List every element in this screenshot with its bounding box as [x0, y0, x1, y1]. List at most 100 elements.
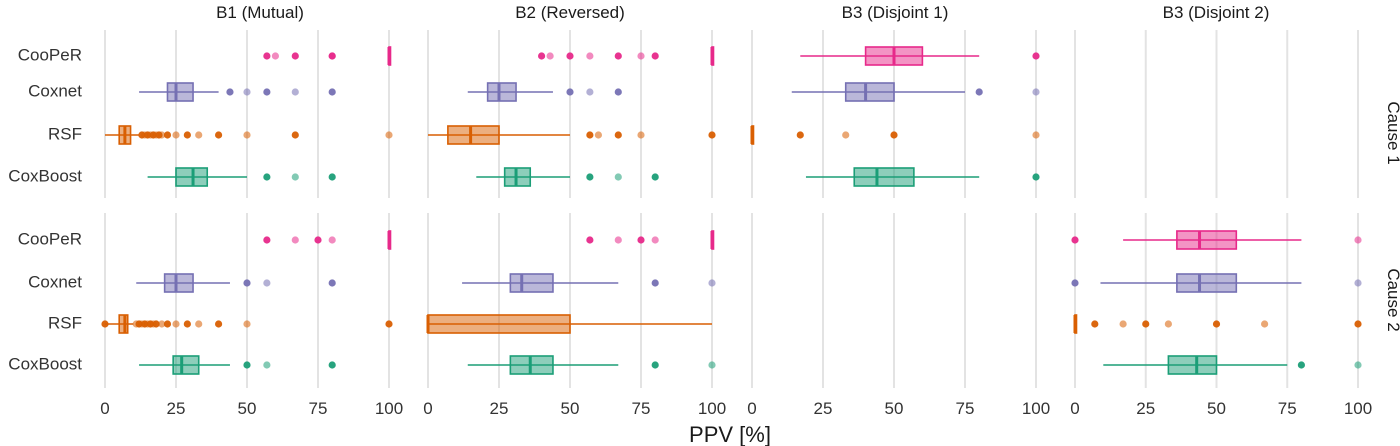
panel-title-1: B1 (Mutual) — [216, 3, 304, 22]
outlier-point — [183, 320, 191, 328]
outlier-point — [1091, 320, 1099, 328]
outlier-point — [566, 88, 574, 96]
outlier-point — [385, 131, 393, 139]
x-tick-label-p2-0: 0 — [423, 399, 432, 418]
x-tick-label-p4-75: 75 — [1278, 399, 1297, 418]
x-tick-label-p1-75: 75 — [309, 399, 328, 418]
outlier-point — [538, 52, 546, 60]
box-coxboost-p1-r2 — [139, 355, 336, 375]
outlier-point — [796, 131, 804, 139]
x-tick-label-p2-75: 75 — [632, 399, 651, 418]
x-tick-label-p3-50: 50 — [885, 399, 904, 418]
box-coxnet-p1-r2 — [136, 273, 336, 293]
box-coxboost-p3-r1 — [805, 167, 1040, 187]
outlier-point — [1261, 320, 1269, 328]
method-label-rsf-2: RSF — [48, 313, 82, 332]
outlier-point — [328, 279, 336, 287]
outlier-point — [243, 279, 251, 287]
outlier-point — [1297, 361, 1305, 369]
outlier-point — [328, 236, 336, 244]
method-label-coxboost-2: CoxBoost — [8, 354, 82, 373]
outlier-point — [614, 88, 622, 96]
panel-title-4: B3 (Disjoint 2) — [1163, 3, 1270, 22]
outlier-point — [328, 52, 336, 60]
outlier-point — [586, 236, 594, 244]
iqr-box — [509, 273, 554, 293]
boxes — [101, 46, 1362, 375]
outlier-point — [651, 236, 659, 244]
outlier-point — [1354, 320, 1362, 328]
outlier-point — [291, 88, 299, 96]
box-coxboost-p1-r1 — [147, 167, 336, 187]
box-rsf-p2-r1 — [428, 125, 716, 145]
outlier-point — [1164, 320, 1172, 328]
outlier-point — [243, 361, 251, 369]
outlier-point — [614, 131, 622, 139]
iqr-box — [853, 167, 915, 187]
outlier-point — [1032, 131, 1040, 139]
box-rsf-p4-r2 — [1073, 314, 1362, 334]
outlier-point — [195, 131, 203, 139]
outlier-point — [172, 320, 180, 328]
outlier-point — [243, 131, 251, 139]
panel-title-3: B3 (Disjoint 1) — [842, 3, 949, 22]
outlier-point — [291, 173, 299, 181]
outlier-point — [651, 173, 659, 181]
outlier-point — [708, 279, 716, 287]
outlier-point — [1142, 320, 1150, 328]
method-label-coxnet-1: Coxnet — [28, 81, 82, 100]
box-cooper-p1-r1 — [263, 46, 392, 66]
outlier-point — [1071, 236, 1079, 244]
box-rsf-p3-r1 — [750, 125, 1040, 145]
outlier-point — [637, 52, 645, 60]
x-tick-label-p3-25: 25 — [814, 399, 833, 418]
box-coxboost-p4-r2 — [1103, 355, 1362, 375]
outlier-point — [1032, 52, 1040, 60]
outlier-point — [314, 236, 322, 244]
outlier-point — [163, 320, 172, 328]
outlier-point — [890, 131, 898, 139]
box-coxnet-p3-r1 — [791, 82, 1040, 102]
outlier-point — [243, 320, 251, 328]
outlier-point — [651, 361, 659, 369]
outlier-point — [614, 236, 622, 244]
box-coxboost-p2-r2 — [467, 355, 716, 375]
outlier-point — [651, 52, 659, 60]
outlier-point — [708, 361, 716, 369]
outlier-point — [215, 320, 223, 328]
box-cooper-p2-r2 — [586, 230, 715, 250]
iqr-box — [163, 273, 194, 293]
x-tick-label-p4-0: 0 — [1070, 399, 1079, 418]
x-tick-label-p4-100: 100 — [1344, 399, 1372, 418]
outlier-point — [842, 131, 850, 139]
outlier-point — [163, 131, 172, 139]
gridlines — [104, 30, 1359, 388]
iqr-box — [427, 314, 571, 334]
outlier-point — [263, 88, 271, 96]
outlier-point — [263, 279, 271, 287]
iqr-box — [1176, 230, 1238, 250]
x-tick-label-p3-100: 100 — [1022, 399, 1050, 418]
outlier-point — [651, 279, 659, 287]
outlier-point — [183, 131, 191, 139]
outlier-point — [152, 320, 160, 328]
outlier-point — [586, 173, 594, 181]
outlier-point — [586, 131, 594, 139]
x-tick-label-p2-50: 50 — [561, 399, 580, 418]
labels: B1 (Mutual) B2 (Reversed) B3 (Disjoint 1… — [8, 3, 1400, 446]
iqr-box — [486, 82, 517, 102]
box-cooper-p2-r1 — [538, 46, 715, 66]
outlier-point — [328, 88, 336, 96]
x-tick-label-p4-25: 25 — [1136, 399, 1155, 418]
x-tick-label-p3-0: 0 — [747, 399, 756, 418]
outlier-point — [226, 88, 234, 96]
outlier-point — [385, 320, 393, 328]
outlier-point — [243, 88, 251, 96]
outlier-point — [158, 131, 166, 139]
outlier-point — [1212, 320, 1221, 328]
outlier-point — [263, 173, 271, 181]
outlier-point — [637, 131, 645, 139]
method-label-coxnet-2: Coxnet — [28, 272, 82, 291]
x-tick-label-p3-75: 75 — [956, 399, 975, 418]
iqr-box — [1167, 355, 1218, 375]
